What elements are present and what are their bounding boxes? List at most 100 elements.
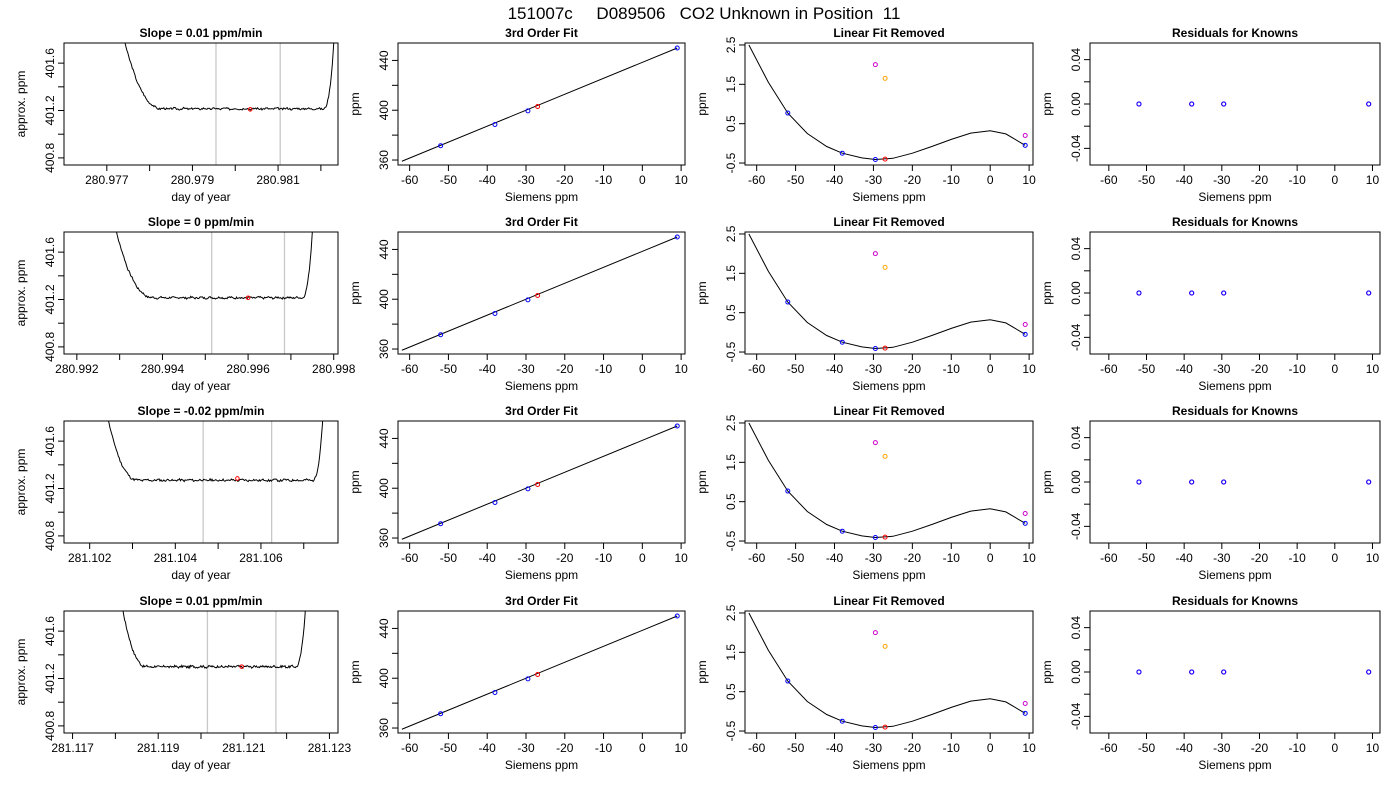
- x-tick-label: 280.996: [226, 362, 270, 376]
- x-tick-label: -10: [1288, 362, 1306, 376]
- x-axis-label: day of year: [171, 758, 230, 772]
- x-axis-label: Siemens ppm: [1198, 758, 1271, 772]
- plot-area: [1136, 669, 1372, 675]
- x-tick-label: 280.977: [85, 173, 129, 187]
- plot-area: [401, 613, 680, 730]
- y-tick-label: 400.8: [43, 332, 57, 362]
- x-tick-label: -60: [401, 741, 419, 755]
- x-axis-label: Siemens ppm: [852, 568, 925, 582]
- panel-title: Slope = 0.01 ppm/min: [139, 26, 262, 40]
- known-point: [1366, 101, 1372, 107]
- x-tick-label: 281.123: [308, 741, 352, 755]
- y-axis-label: ppm: [348, 660, 362, 683]
- x-tick-label: -50: [440, 551, 458, 565]
- x-tick-label: -60: [748, 362, 766, 376]
- fit-line: [401, 425, 678, 540]
- y-axis-label: ppm: [348, 470, 362, 493]
- panel-4-row-2: Residuals for Knowns -60 -50 -40 -30 -20 -10 0 1…: [1040, 215, 1381, 393]
- x-tick-label: 10: [674, 362, 688, 376]
- plot-area: [401, 423, 680, 540]
- plot-frame: [63, 231, 339, 355]
- panel-2-row-4: 3rd Order Fit -60 -50 -40 -30 -20 -10 0 10 360 400…: [348, 594, 688, 772]
- x-axis-label: day of year: [171, 568, 230, 582]
- plot-area: [116, 232, 313, 354]
- panel-2-row-1: 3rd Order Fit -60 -50 -40 -30 -20 -10 0 10 360 400…: [348, 26, 688, 204]
- plot-frame: [1089, 231, 1381, 355]
- y-tick-label: 360: [377, 718, 391, 738]
- y-tick-label: 400: [377, 478, 391, 498]
- fit-curve: [748, 422, 1026, 539]
- y-tick-label: -0.04: [1069, 134, 1083, 162]
- x-tick-label: 10: [1022, 173, 1036, 187]
- x-tick-label: -60: [748, 551, 766, 565]
- y-tick-label: 401.2: [43, 284, 57, 314]
- x-axis-label: Siemens ppm: [505, 568, 578, 582]
- y-tick-label: 400.8: [43, 711, 57, 741]
- x-tick-label: -30: [517, 741, 535, 755]
- y-tick-label: 440: [377, 618, 391, 638]
- fit-curve: [748, 233, 1026, 350]
- x-tick-label: -60: [401, 551, 419, 565]
- y-tick-label: 400.8: [43, 521, 57, 551]
- plot-area: [107, 421, 324, 543]
- known-point: [525, 297, 531, 303]
- known-point: [839, 339, 845, 345]
- panel-title: 3rd Order Fit: [505, 404, 578, 418]
- magenta-point: [872, 630, 878, 636]
- panel-1-row-3: Slope = -0.02 ppm/min 281.102 281.104 281.1…: [14, 404, 339, 582]
- unknown-point: [882, 156, 888, 162]
- known-point: [785, 488, 791, 494]
- plot-area: [748, 44, 1028, 162]
- y-tick-label: 0.00: [1069, 281, 1083, 305]
- x-tick-label: -20: [1251, 362, 1269, 376]
- panel-title: Slope = 0 ppm/min: [148, 215, 254, 229]
- y-tick-label: 0.04: [1069, 48, 1083, 72]
- known-point: [1022, 520, 1028, 526]
- known-point: [525, 676, 531, 682]
- panel-title: Slope = -0.02 ppm/min: [137, 404, 264, 418]
- x-axis-label: Siemens ppm: [505, 758, 578, 772]
- panel-3-row-1: Linear Fit Removed -60 -50 -40 -30 -20 -10 0 10 -…: [695, 26, 1036, 204]
- known-point: [492, 122, 498, 128]
- x-tick-label: -50: [787, 362, 805, 376]
- panel-title: Linear Fit Removed: [833, 26, 944, 40]
- x-tick-label: -40: [826, 741, 844, 755]
- y-tick-label: 400: [377, 668, 391, 688]
- x-tick-label: 0: [1331, 741, 1338, 755]
- x-tick-label: -10: [1288, 551, 1306, 565]
- known-point: [1189, 479, 1195, 485]
- x-tick-label: 10: [674, 741, 688, 755]
- y-tick-label: 0.00: [1069, 660, 1083, 684]
- known-point: [1221, 479, 1227, 485]
- panel-title: Residuals for Knowns: [1172, 404, 1298, 418]
- x-tick-label: 10: [674, 551, 688, 565]
- plot-frame: [397, 610, 686, 734]
- x-tick-label: -30: [865, 551, 883, 565]
- y-tick-label: 1.5: [724, 76, 738, 93]
- x-tick-label: -20: [904, 551, 922, 565]
- y-axis-label: ppm: [348, 92, 362, 115]
- analyzer-trace: [124, 43, 335, 111]
- x-tick-label: 281.102: [68, 551, 112, 565]
- plot-frame: [744, 231, 1034, 355]
- x-tick-label: -20: [1251, 551, 1269, 565]
- x-tick-label: 0: [639, 551, 646, 565]
- known-point: [1136, 669, 1142, 675]
- x-axis-label: Siemens ppm: [852, 190, 925, 204]
- y-tick-label: 401.6: [43, 48, 57, 78]
- plot-frame: [397, 420, 686, 544]
- x-tick-label: -50: [440, 362, 458, 376]
- x-tick-label: -10: [943, 551, 961, 565]
- y-axis-label: ppm: [695, 660, 709, 683]
- orange-point: [882, 453, 888, 459]
- y-axis-label: ppm: [1040, 660, 1054, 683]
- known-point: [1221, 101, 1227, 107]
- analyzer-trace: [116, 232, 313, 300]
- known-point: [1366, 290, 1372, 296]
- known-point: [1366, 669, 1372, 675]
- y-axis-label: approx. ppm: [14, 449, 28, 516]
- plot-frame: [1089, 42, 1381, 166]
- panel-title: 3rd Order Fit: [505, 215, 578, 229]
- known-point: [438, 711, 444, 717]
- x-tick-label: 10: [1366, 173, 1380, 187]
